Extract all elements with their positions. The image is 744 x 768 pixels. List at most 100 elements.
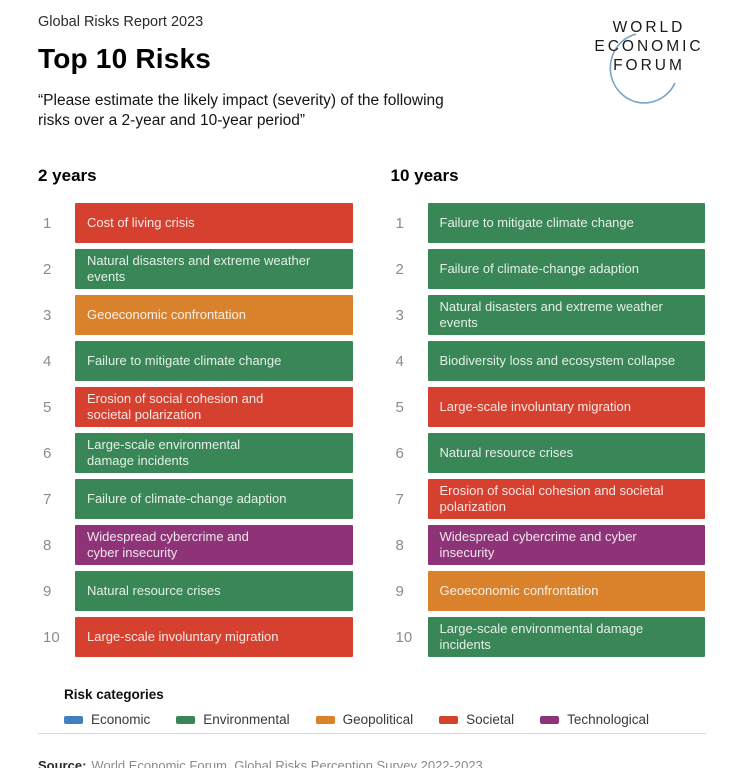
rank-number: 9 (43, 582, 52, 600)
legend-label: Technological (567, 712, 649, 727)
risk-bar: Biodiversity loss and ecosystem collapse (427, 341, 705, 381)
risk-bar: Large-scale involuntary migration (75, 617, 353, 657)
source-text: World Economic Forum, Global Risks Perce… (91, 758, 483, 768)
wef-swoosh-icon (609, 33, 676, 104)
legend: Economic Environmental Geopolitical Societa… (64, 712, 744, 727)
risk-row: 8 Widespread cybercrime and cyber insecur… (38, 525, 353, 565)
legend-swatch-environmental (176, 715, 196, 724)
rank-number: 7 (395, 490, 404, 508)
rank-number: 1 (395, 214, 404, 232)
risk-bar: Geoeconomic confrontation (75, 295, 353, 335)
risk-row: 5 Large-scale involuntary migration (391, 387, 705, 427)
header: Global Risks Report 2023 Top 10 Risks “P… (0, 0, 744, 131)
risk-bar: Failure of climate-change adaption (75, 479, 353, 519)
legend-label: Environmental (203, 712, 290, 727)
risk-bar: Large-scale environmental damage inciden… (75, 433, 353, 473)
column-2-years: 2 years 1 Cost of living crisis 2 Natural d… (38, 166, 353, 663)
legend-swatch-technological (540, 715, 560, 724)
risk-row: 10 Large-scale involuntary migration (38, 617, 353, 657)
risk-row: 7 Failure of climate-change adaption (38, 479, 353, 519)
risk-bar: Geoeconomic confrontation (427, 571, 705, 611)
wef-logo-line-3: FORUM (613, 57, 685, 74)
risk-bar: Failure to mitigate climate change (427, 203, 705, 243)
rank-number: 5 (395, 398, 404, 416)
legend-swatch-geopolitical (315, 715, 335, 724)
legend-label: Societal (466, 712, 515, 727)
legend-title: Risk categories (64, 687, 164, 702)
rank-number: 4 (395, 352, 404, 370)
risk-row: 7 Erosion of social cohesion and societal… (391, 479, 705, 519)
rank-number: 2 (43, 260, 52, 278)
risk-list-2-years: 1 Cost of living crisis 2 Natural disasters… (38, 203, 353, 657)
column-header-2-years: 2 years (38, 166, 97, 185)
wef-logo-text: WORLD ECONOMIC FORUM (570, 18, 728, 75)
risk-bar: Natural disasters and extreme weather ev… (427, 295, 705, 335)
rank-number: 8 (43, 536, 52, 554)
rank-number: 6 (43, 444, 52, 462)
column-header-10-years: 10 years (390, 166, 459, 185)
legend-swatch-societal (439, 715, 459, 724)
page-title: Top 10 Risks (38, 43, 212, 74)
source-line: Source: World Economic Forum, Global Risk… (38, 758, 744, 768)
risk-bar: Erosion of social cohesion and societal … (427, 479, 705, 519)
legend-item-societal: Societal (439, 712, 514, 727)
rank-number: 8 (395, 536, 404, 554)
risk-row: 2 Failure of climate-change adaption (391, 249, 705, 289)
risk-row: 4 Biodiversity loss and ecosystem collaps… (391, 341, 705, 381)
rank-number: 10 (395, 628, 413, 646)
risk-bar: Widespread cybercrime and cyber insecuri… (427, 525, 705, 565)
rank-number: 10 (43, 628, 60, 646)
legend-item-geopolitical: Geopolitical (315, 712, 414, 727)
risk-bar: Natural resource crises (75, 571, 353, 611)
legend-swatch-economic (64, 715, 83, 724)
rank-number: 1 (43, 214, 52, 232)
risk-row: 3 Geoeconomic confrontation (38, 295, 353, 335)
rank-number: 2 (395, 260, 404, 278)
risk-row: 9 Geoeconomic confrontation (391, 571, 705, 611)
ranking-columns: 2 years 1 Cost of living crisis 2 Natural d… (0, 166, 744, 663)
legend-label: Economic (91, 712, 151, 727)
risk-row: 6 Large-scale environmental damage incide… (38, 433, 353, 473)
report-name: Global Risks Report 2023 (38, 14, 204, 30)
footer-divider (38, 733, 706, 734)
wef-logo: WORLD ECONOMIC FORUM (570, 18, 728, 104)
risk-row: 1 Cost of living crisis (38, 203, 353, 243)
rank-number: 9 (395, 582, 404, 600)
rank-number: 3 (43, 306, 52, 324)
rank-number: 4 (43, 352, 52, 370)
risk-bar: Cost of living crisis (75, 203, 353, 243)
wef-logo-line-2: ECONOMIC (594, 38, 704, 55)
risk-bar: Erosion of social cohesion and societal … (75, 387, 353, 427)
risk-list-10-years: 1 Failure to mitigate climate change 2 Fail… (391, 203, 705, 657)
risk-bar: Widespread cybercrime and cyber insecuri… (75, 525, 353, 565)
survey-question: “Please estimate the likely impact (seve… (38, 92, 444, 129)
risk-bar: Natural disasters and extreme weather ev… (75, 249, 353, 289)
risk-row: 2 Natural disasters and extreme weather e… (38, 249, 353, 289)
risk-bar: Large-scale involuntary migration (427, 387, 705, 427)
risk-bar: Large-scale environmental damage inciden… (427, 617, 705, 657)
rank-number: 6 (395, 444, 404, 462)
risk-row: 1 Failure to mitigate climate change (391, 203, 705, 243)
risk-row: 8 Widespread cybercrime and cyber insecur… (391, 525, 705, 565)
legend-label: Geopolitical (342, 712, 414, 727)
rank-number: 3 (395, 306, 404, 324)
rank-number: 5 (43, 398, 52, 416)
rank-number: 7 (43, 490, 52, 508)
risk-row: 6 Natural resource crises (391, 433, 705, 473)
legend-item-technological: Technological (540, 712, 649, 727)
risk-row: 5 Erosion of social cohesion and societal… (38, 387, 353, 427)
risk-bar: Failure to mitigate climate change (75, 341, 353, 381)
risk-row: 10 Large-scale environmental damage incid… (391, 617, 705, 657)
column-10-years: 10 years 1 Failure to mitigate climate ch… (390, 166, 705, 663)
risk-bar: Failure of climate-change adaption (427, 249, 705, 289)
source-prefix: Source: (38, 758, 87, 768)
legend-item-environmental: Environmental (176, 712, 290, 727)
wef-logo-line-1: WORLD (612, 19, 686, 36)
risk-row: 3 Natural disasters and extreme weather e… (391, 295, 705, 335)
risk-row: 9 Natural resource crises (38, 571, 353, 611)
risk-row: 4 Failure to mitigate climate change (38, 341, 353, 381)
legend-item-economic: Economic (64, 712, 150, 727)
header-text-block: Global Risks Report 2023 Top 10 Risks “P… (38, 12, 444, 131)
risk-bar: Natural resource crises (427, 433, 705, 473)
